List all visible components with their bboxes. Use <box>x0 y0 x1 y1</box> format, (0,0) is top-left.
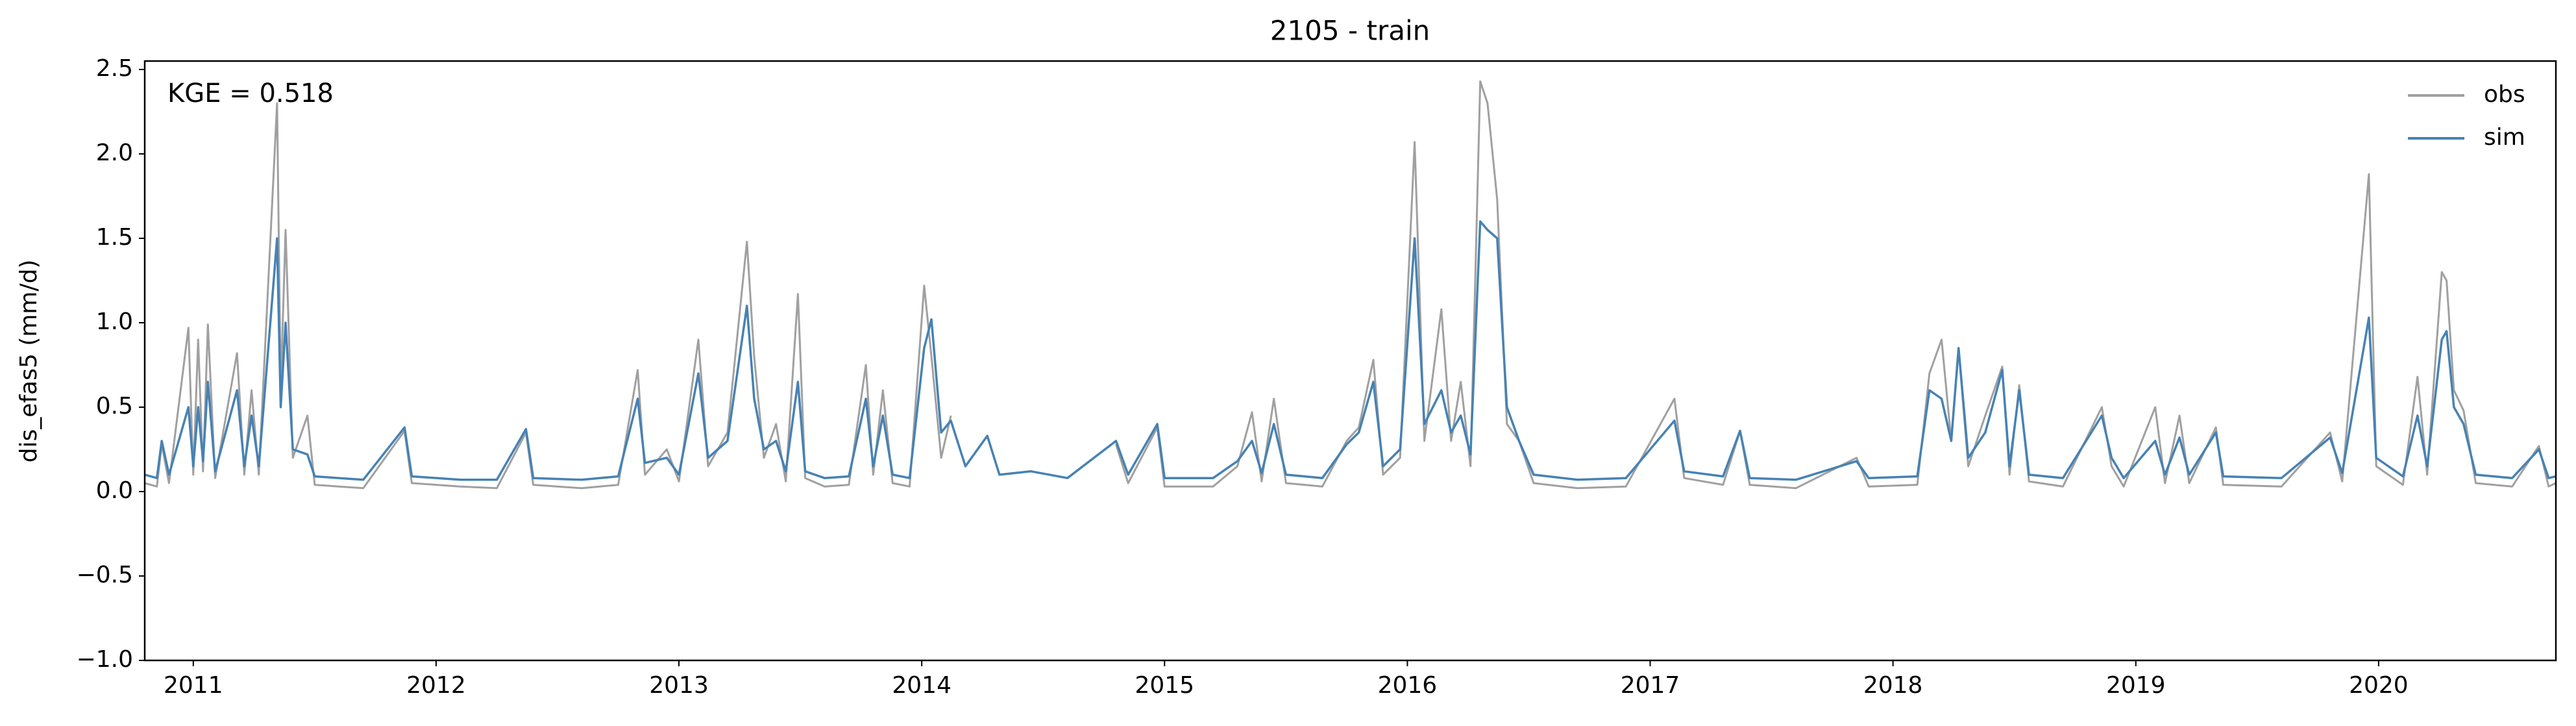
x-tick-label: 2020 <box>2349 672 2409 699</box>
plot-frame <box>143 60 2557 662</box>
annotation: KGE = 0.518 <box>167 79 334 108</box>
x-tick-label: 2014 <box>892 672 951 699</box>
y-tick-label: 0.0 <box>96 477 133 504</box>
x-tick-label: 2012 <box>406 672 466 699</box>
y-tick-label: 2.5 <box>96 55 133 82</box>
chart-title: 2105 - train <box>1270 15 1430 47</box>
legend-label: sim <box>2484 124 2525 151</box>
x-tick-label: 2013 <box>649 672 709 699</box>
y-tick-label: 0.5 <box>96 393 133 419</box>
x-tick-label: 2015 <box>1135 672 1194 699</box>
y-tick-label: 1.5 <box>96 224 133 251</box>
x-tick-label: 2019 <box>2106 672 2166 699</box>
x-tick-label: 2017 <box>1621 672 1680 699</box>
y-tick-label: −1.0 <box>77 646 133 673</box>
y-axis-label: dis_efas5 (mm/d) <box>16 260 42 463</box>
series-line <box>144 80 2557 490</box>
x-tick-label: 2018 <box>1863 672 1923 699</box>
y-tick-label: 1.0 <box>96 308 133 335</box>
y-tick-label: 2.0 <box>96 140 133 166</box>
legend-label: obs <box>2484 81 2525 108</box>
x-tick-label: 2011 <box>164 672 223 699</box>
series-line <box>144 220 2557 481</box>
y-tick-label: −0.5 <box>77 562 133 588</box>
x-tick-label: 2016 <box>1378 672 1438 699</box>
